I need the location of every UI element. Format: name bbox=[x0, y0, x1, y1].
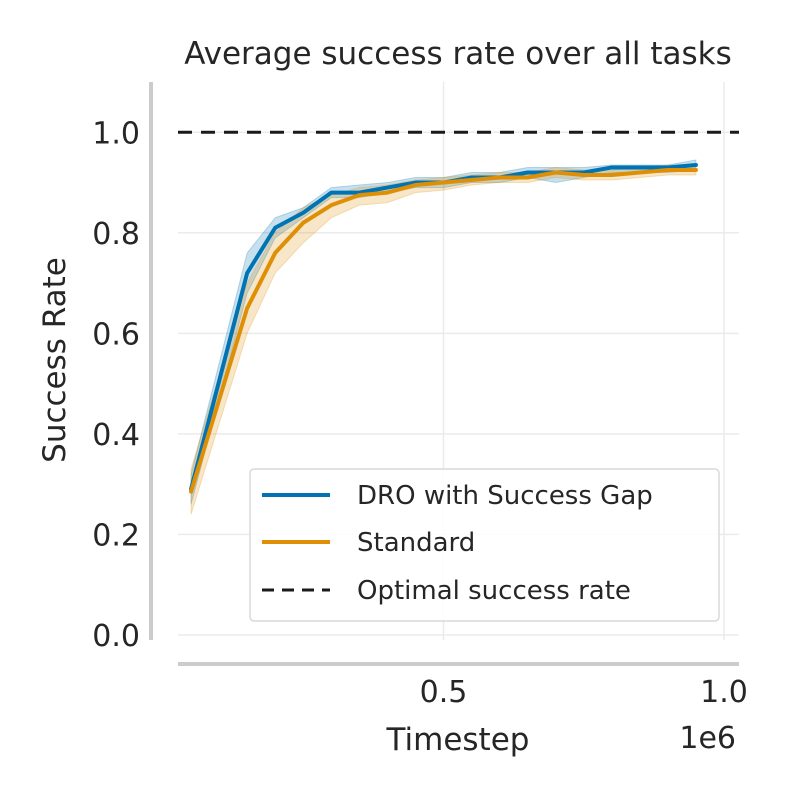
x-tick-label: 1.0 bbox=[700, 675, 748, 710]
x-axis-label: Timestep bbox=[386, 722, 530, 758]
legend-label-dro: DRO with Success Gap bbox=[357, 481, 653, 511]
y-tick-label: 0.8 bbox=[92, 217, 140, 252]
y-tick-labels: 0.0 0.2 0.4 0.6 0.8 1.0 bbox=[92, 116, 140, 654]
y-tick-label: 0.0 bbox=[92, 619, 140, 654]
x-tick-label: 0.5 bbox=[420, 675, 468, 710]
legend: DRO with Success Gap Standard Optimal su… bbox=[249, 468, 720, 622]
y-tick-label: 0.2 bbox=[92, 518, 140, 553]
series-line-1 bbox=[189, 167, 698, 494]
chart-title: Average success rate over all tasks bbox=[184, 36, 732, 72]
legend-label-optimal: Optimal success rate bbox=[357, 576, 631, 606]
y-tick-label: 0.4 bbox=[92, 418, 140, 453]
x-tick-labels: 0.5 1.0 bbox=[420, 675, 748, 710]
series-lines bbox=[189, 162, 698, 494]
confidence-band-1 bbox=[190, 164, 697, 515]
x-offset-label: 1e6 bbox=[679, 721, 736, 756]
legend-label-standard: Standard bbox=[357, 528, 475, 558]
y-tick-label: 0.6 bbox=[92, 317, 140, 352]
legend-box bbox=[249, 468, 720, 622]
y-axis-label: Success Rate bbox=[37, 257, 73, 463]
y-tick-label: 1.0 bbox=[92, 116, 140, 151]
